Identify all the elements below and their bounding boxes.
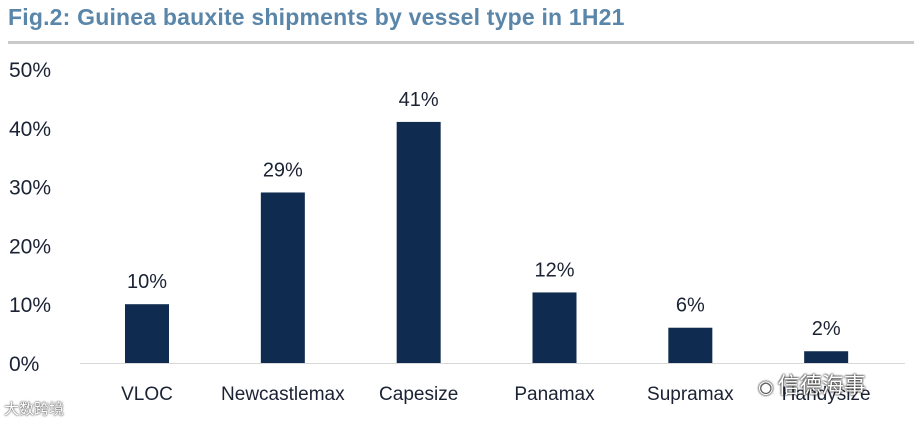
y-tick-label: 30% <box>9 177 51 200</box>
watermark-left-text: 大数跨境 <box>4 400 65 418</box>
bar <box>804 351 849 363</box>
data-label: 12% <box>534 259 574 281</box>
wechat-icon: ◉ <box>758 377 774 398</box>
x-tick-label: Supramax <box>647 384 734 405</box>
x-tick-label: VLOC <box>121 384 173 405</box>
watermark-left: 大数跨境 <box>4 398 64 419</box>
bar <box>532 292 577 363</box>
bar <box>396 121 441 363</box>
watermark-right: ◉ 信德海事 <box>758 368 866 400</box>
data-label: 6% <box>676 295 705 317</box>
data-label: 41% <box>399 89 439 111</box>
data-label: 10% <box>127 271 167 293</box>
x-tick-label: Handysize <box>782 384 871 405</box>
watermark-right-text: 信德海事 <box>777 374 866 399</box>
y-tick-label: 20% <box>9 235 51 258</box>
x-tick-label: Panamax <box>514 384 595 405</box>
y-tick-label: 0% <box>9 353 39 376</box>
y-tick-label: 10% <box>9 294 51 317</box>
data-label: 29% <box>263 159 303 181</box>
bar <box>668 327 713 363</box>
y-tick-label: 50% <box>9 59 51 82</box>
y-tick-label: 40% <box>9 118 51 141</box>
bar <box>260 192 305 363</box>
chart-title: Fig.2: Guinea bauxite shipments by vesse… <box>8 4 625 30</box>
title-divider <box>8 41 914 44</box>
data-label: 2% <box>812 318 841 340</box>
bar <box>125 304 169 363</box>
x-tick-label: Newcastlemax <box>221 384 345 405</box>
x-tick-label: Capesize <box>379 384 458 405</box>
